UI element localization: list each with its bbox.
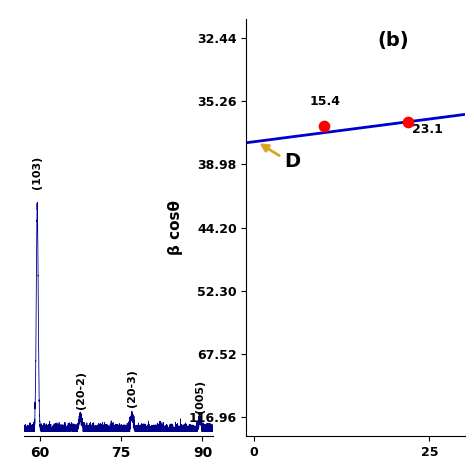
Text: (005): (005)	[195, 380, 205, 413]
Text: (b): (b)	[377, 31, 409, 50]
Point	[404, 118, 412, 126]
Text: 23.1: 23.1	[412, 123, 443, 137]
Y-axis label: β cosθ: β cosθ	[168, 200, 183, 255]
Point	[320, 122, 328, 129]
Text: 15.4: 15.4	[310, 95, 341, 109]
Text: (20-3): (20-3)	[127, 369, 137, 407]
Text: (20-2): (20-2)	[75, 371, 86, 410]
Text: D: D	[284, 152, 300, 171]
Text: (103): (103)	[32, 155, 42, 189]
